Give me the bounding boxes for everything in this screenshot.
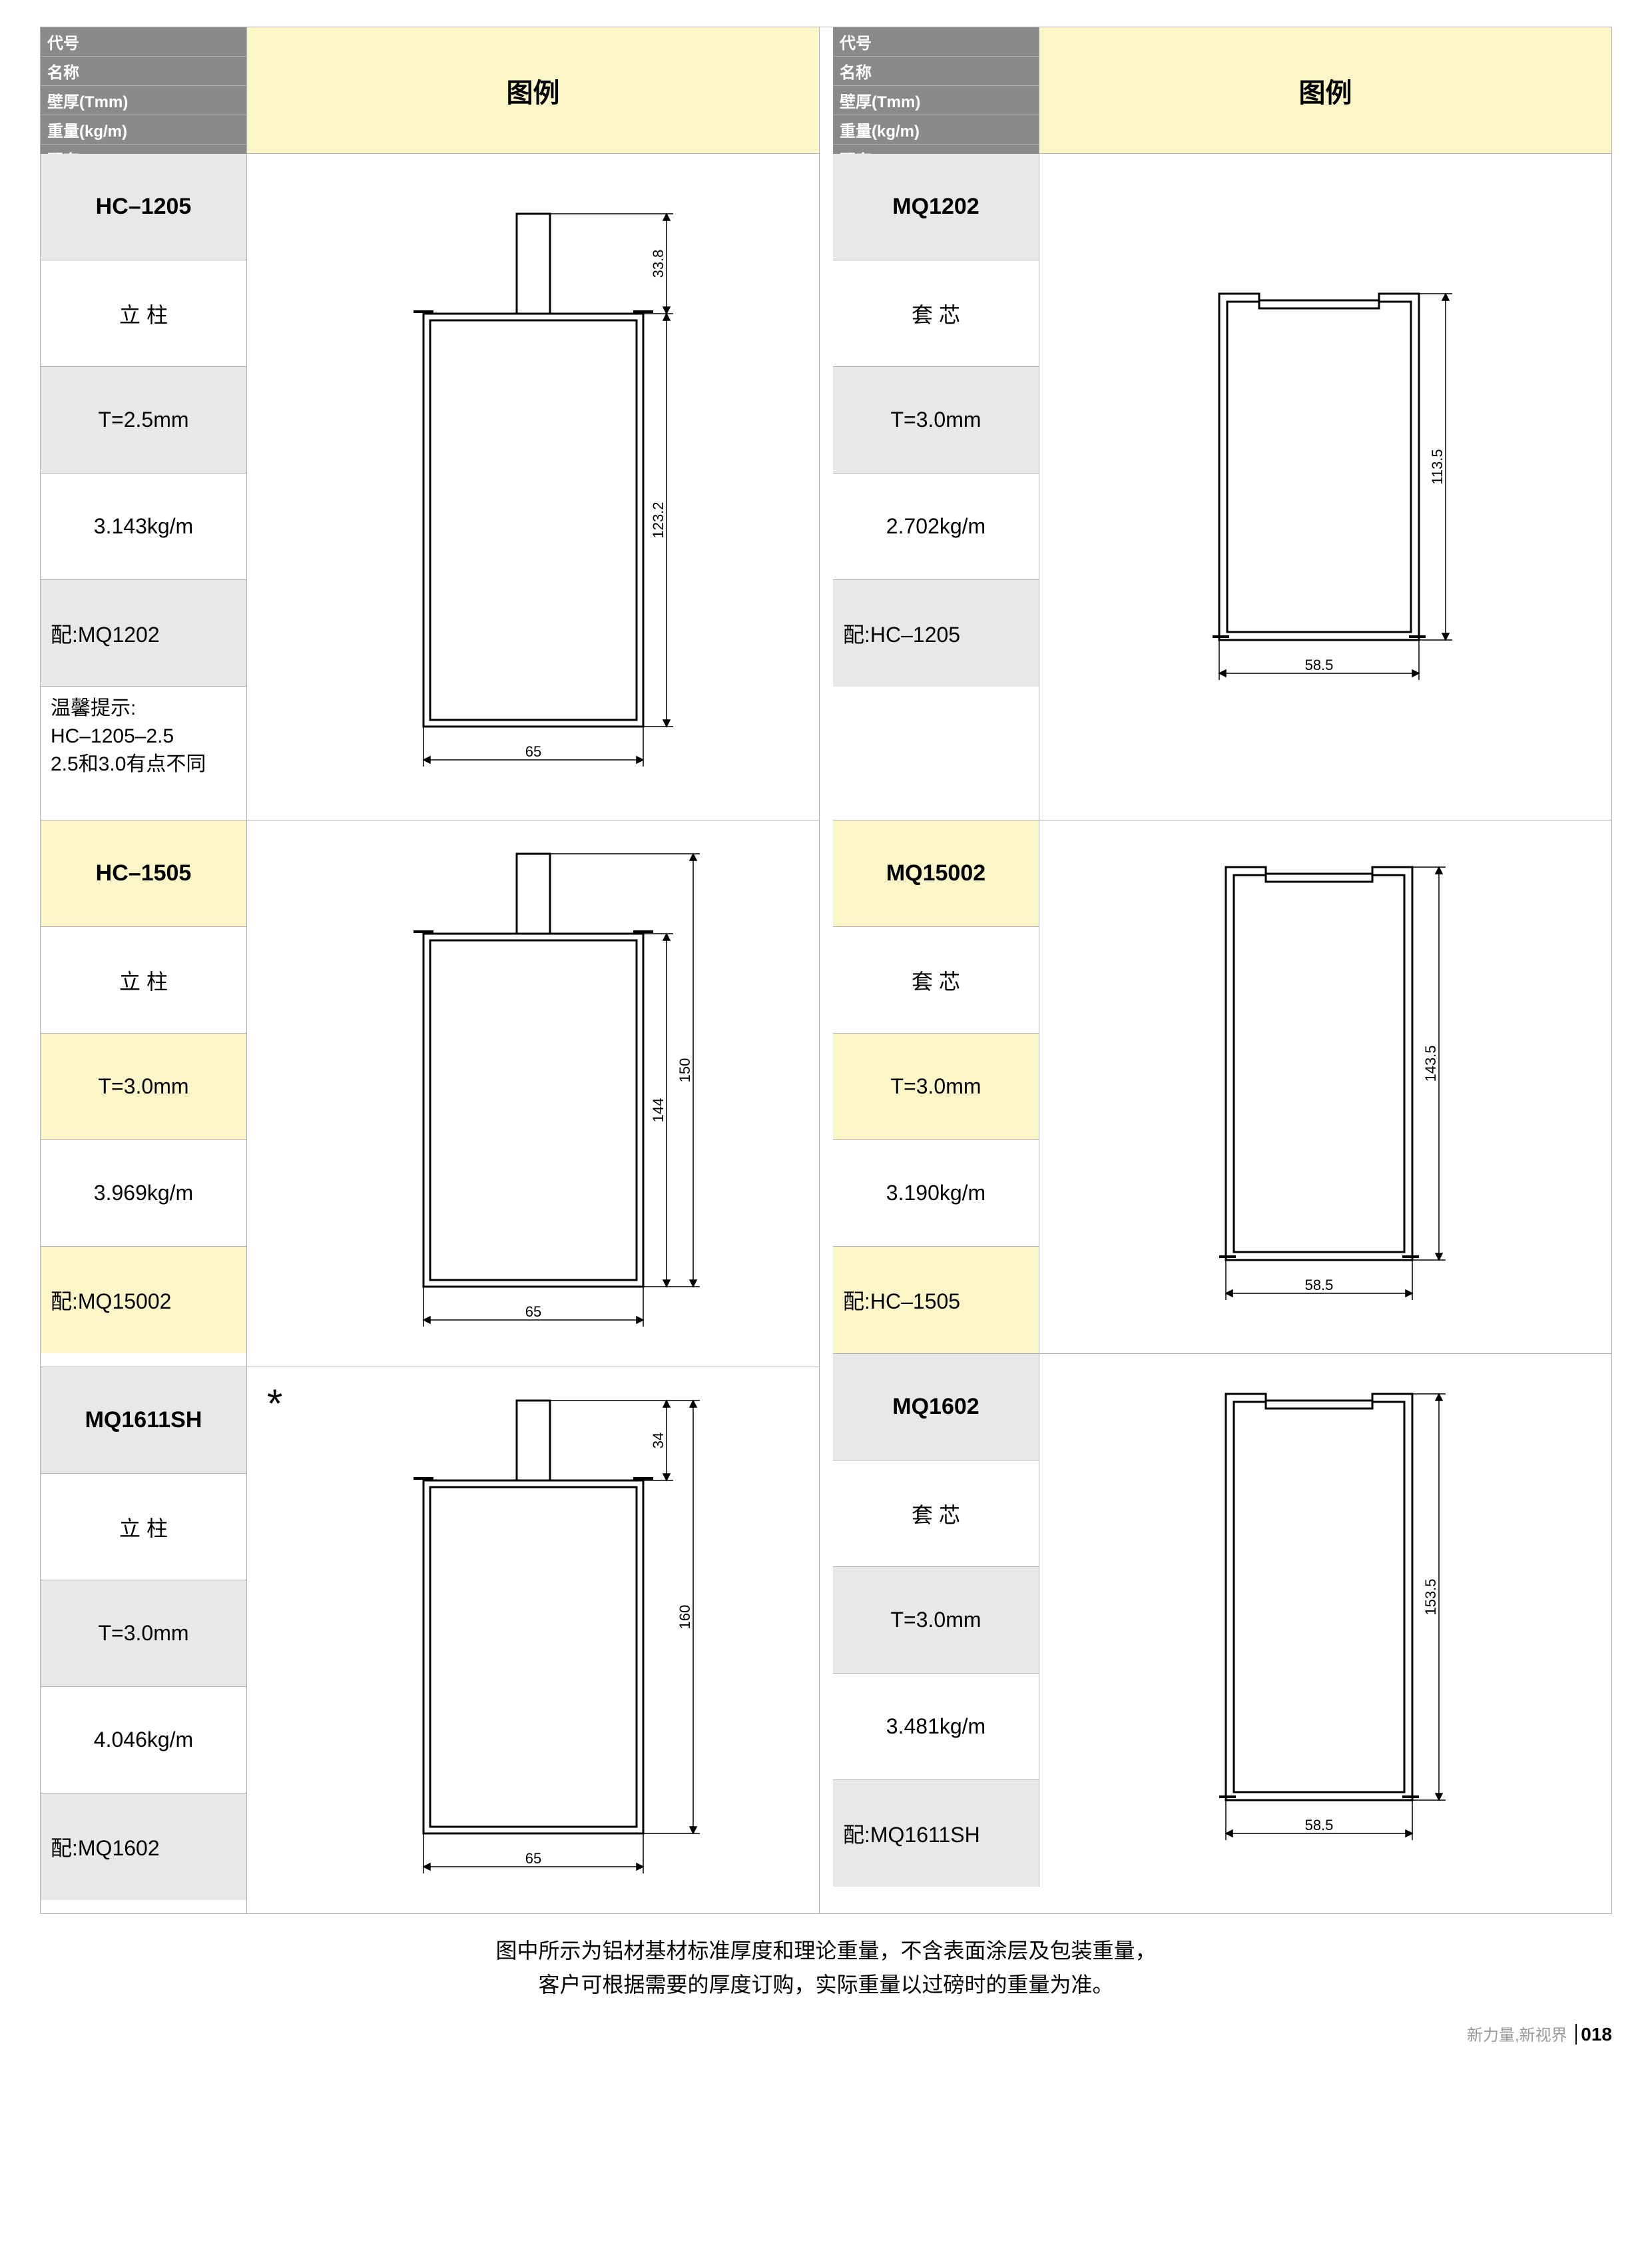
spec-name: 套 芯 (833, 927, 1039, 1034)
spec-thickness: T=3.0mm (833, 1567, 1039, 1674)
spec-cells: MQ1202 套 芯 T=3.0mm 2.702kg/m 配:HC–1205 (833, 154, 1039, 820)
diagram-cell: 58.5 153.5 (1039, 1354, 1611, 1887)
product-row: MQ15002 套 芯 T=3.0mm 3.190kg/m 配:HC–1505 (833, 820, 1611, 1354)
diagram-cell: * (247, 1367, 819, 1913)
spec-name: 套 芯 (833, 1460, 1039, 1567)
dim-width: 65 (525, 1850, 541, 1867)
column-profile-diagram: 65 34 160 (367, 1387, 700, 1893)
header-label: 代号 (41, 27, 247, 57)
header-label: 重量(kg/m) (833, 115, 1039, 145)
spec-name: 套 芯 (833, 260, 1039, 367)
header-label: 名称 (833, 57, 1039, 86)
spec-cells: HC–1505 立 柱 T=3.0mm 3.969kg/m 配:MQ15002 (41, 820, 247, 1367)
dim-height: 143.5 (1422, 1045, 1439, 1082)
spec-cells: MQ1602 套 芯 T=3.0mm 3.481kg/m 配:MQ1611SH (833, 1354, 1039, 1887)
page-number: 018 (1575, 2024, 1612, 2045)
diagram-cell: 65 123.2 33.8 (247, 154, 819, 820)
asterisk-icon: * (267, 1381, 282, 1427)
spec-name: 立 柱 (41, 260, 246, 367)
dim-width: 65 (525, 1303, 541, 1320)
product-row: HC–1505 立 柱 T=3.0mm 3.969kg/m 配:MQ15002 (41, 820, 819, 1367)
spec-compat: 配:MQ1602 (41, 1793, 246, 1900)
dim-width: 58.5 (1304, 1817, 1333, 1833)
spec-code: MQ15002 (833, 820, 1039, 927)
header-label: 代号 (833, 27, 1039, 57)
header-label: 壁厚(Tmm) (41, 86, 247, 115)
note-line: HC–1205–2.5 (51, 723, 174, 751)
note-line: 2.5和3.0有点不同 (51, 751, 206, 779)
spec-thickness: T=3.0mm (833, 367, 1039, 474)
spec-cells: MQ15002 套 芯 T=3.0mm 3.190kg/m 配:HC–1505 (833, 820, 1039, 1353)
product-row: MQ1611SH 立 柱 T=3.0mm 4.046kg/m 配:MQ1602 … (41, 1367, 819, 1913)
spec-compat: 配:HC–1505 (833, 1247, 1039, 1353)
spec-code: HC–1505 (41, 820, 246, 927)
header-label: 重量(kg/m) (41, 115, 247, 145)
footer-text: 新力量,新视界 (1467, 2027, 1567, 2045)
spec-weight: 3.969kg/m (41, 1140, 246, 1247)
spec-compat: 配:HC–1205 (833, 580, 1039, 687)
note-title: 温馨提示: (51, 695, 136, 723)
column-profile-diagram: 65 144 150 (367, 840, 700, 1347)
dim-tab-h: 34 (650, 1433, 667, 1448)
dim-width: 58.5 (1304, 1277, 1333, 1293)
spec-weight: 2.702kg/m (833, 474, 1039, 580)
page-footer: 新力量,新视界 018 (40, 2022, 1612, 2045)
spec-compat: 配:MQ1202 (41, 580, 246, 687)
header-title: 图例 (1039, 27, 1611, 153)
header-block-left: 代号 名称 壁厚(Tmm) 重量(kg/m) 配套 图例 (41, 27, 819, 154)
header-labels: 代号 名称 壁厚(Tmm) 重量(kg/m) 配套 (833, 27, 1039, 153)
header-label: 壁厚(Tmm) (833, 86, 1039, 115)
dim-height: 153.5 (1422, 1578, 1439, 1615)
spec-code: MQ1611SH (41, 1367, 246, 1474)
header-block-right: 代号 名称 壁厚(Tmm) 重量(kg/m) 配套 图例 (833, 27, 1611, 154)
product-row: MQ1602 套 芯 T=3.0mm 3.481kg/m 配:MQ1611SH (833, 1354, 1611, 1887)
dim-width: 58.5 (1304, 657, 1333, 673)
column-profile-diagram: 65 123.2 33.8 (367, 187, 700, 787)
header-labels: 代号 名称 壁厚(Tmm) 重量(kg/m) 配套 (41, 27, 247, 153)
diagram-cell: 58.5 143.5 (1039, 820, 1611, 1353)
spec-name: 立 柱 (41, 1474, 246, 1580)
product-row: HC–1205 立 柱 T=2.5mm 3.143kg/m 配:MQ1202 温… (41, 154, 819, 820)
spec-weight: 4.046kg/m (41, 1687, 246, 1793)
spec-thickness: T=2.5mm (41, 367, 246, 474)
left-column: 代号 名称 壁厚(Tmm) 重量(kg/m) 配套 图例 HC–1205 立 柱… (41, 27, 820, 1913)
footnote: 图中所示为铝材基材标准厚度和理论重量，不含表面涂层及包装重量， 客户可根据需要的… (40, 1934, 1612, 2002)
spec-thickness: T=3.0mm (833, 1034, 1039, 1140)
sleeve-profile-diagram: 58.5 153.5 (1166, 1374, 1486, 1867)
catalog-page: 代号 名称 壁厚(Tmm) 重量(kg/m) 配套 图例 HC–1205 立 柱… (40, 27, 1612, 1914)
spec-weight: 3.190kg/m (833, 1140, 1039, 1247)
spec-name: 立 柱 (41, 927, 246, 1034)
dim-width: 65 (525, 743, 541, 760)
header-label: 名称 (41, 57, 247, 86)
spec-compat: 配:MQ15002 (41, 1247, 246, 1353)
header-title: 图例 (247, 27, 819, 153)
spec-thickness: T=3.0mm (41, 1034, 246, 1140)
spec-code: MQ1202 (833, 154, 1039, 260)
spec-note: 温馨提示: HC–1205–2.5 2.5和3.0有点不同 (41, 687, 246, 820)
product-row: MQ1202 套 芯 T=3.0mm 2.702kg/m 配:HC–1205 (833, 154, 1611, 820)
spec-compat: 配:MQ1611SH (833, 1780, 1039, 1887)
diagram-cell: 58.5 113.5 (1039, 154, 1611, 820)
spec-weight: 3.143kg/m (41, 474, 246, 580)
dim-height: 113.5 (1429, 449, 1446, 484)
dim-total-h: 160 (677, 1605, 693, 1630)
right-column: 代号 名称 壁厚(Tmm) 重量(kg/m) 配套 图例 MQ1202 套 芯 … (833, 27, 1611, 1913)
spec-cells: HC–1205 立 柱 T=2.5mm 3.143kg/m 配:MQ1202 温… (41, 154, 247, 820)
spec-cells: MQ1611SH 立 柱 T=3.0mm 4.046kg/m 配:MQ1602 (41, 1367, 247, 1913)
spec-code: HC–1205 (41, 154, 246, 260)
spec-thickness: T=3.0mm (41, 1580, 246, 1687)
spec-code: MQ1602 (833, 1354, 1039, 1460)
dim-body-h: 123.2 (650, 501, 667, 538)
footnote-line: 图中所示为铝材基材标准厚度和理论重量，不含表面涂层及包装重量， (40, 1934, 1612, 1968)
sleeve-profile-diagram: 58.5 113.5 (1166, 254, 1486, 720)
spec-weight: 3.481kg/m (833, 1674, 1039, 1780)
diagram-cell: 65 144 150 (247, 820, 819, 1367)
dim-total-h: 150 (677, 1058, 693, 1083)
dim-body-h: 144 (650, 1098, 667, 1123)
dim-tab-h: 33.8 (650, 250, 667, 278)
footnote-line: 客户可根据需要的厚度订购，实际重量以过磅时的重量为准。 (40, 1968, 1612, 2002)
sleeve-profile-diagram: 58.5 143.5 (1166, 840, 1486, 1333)
